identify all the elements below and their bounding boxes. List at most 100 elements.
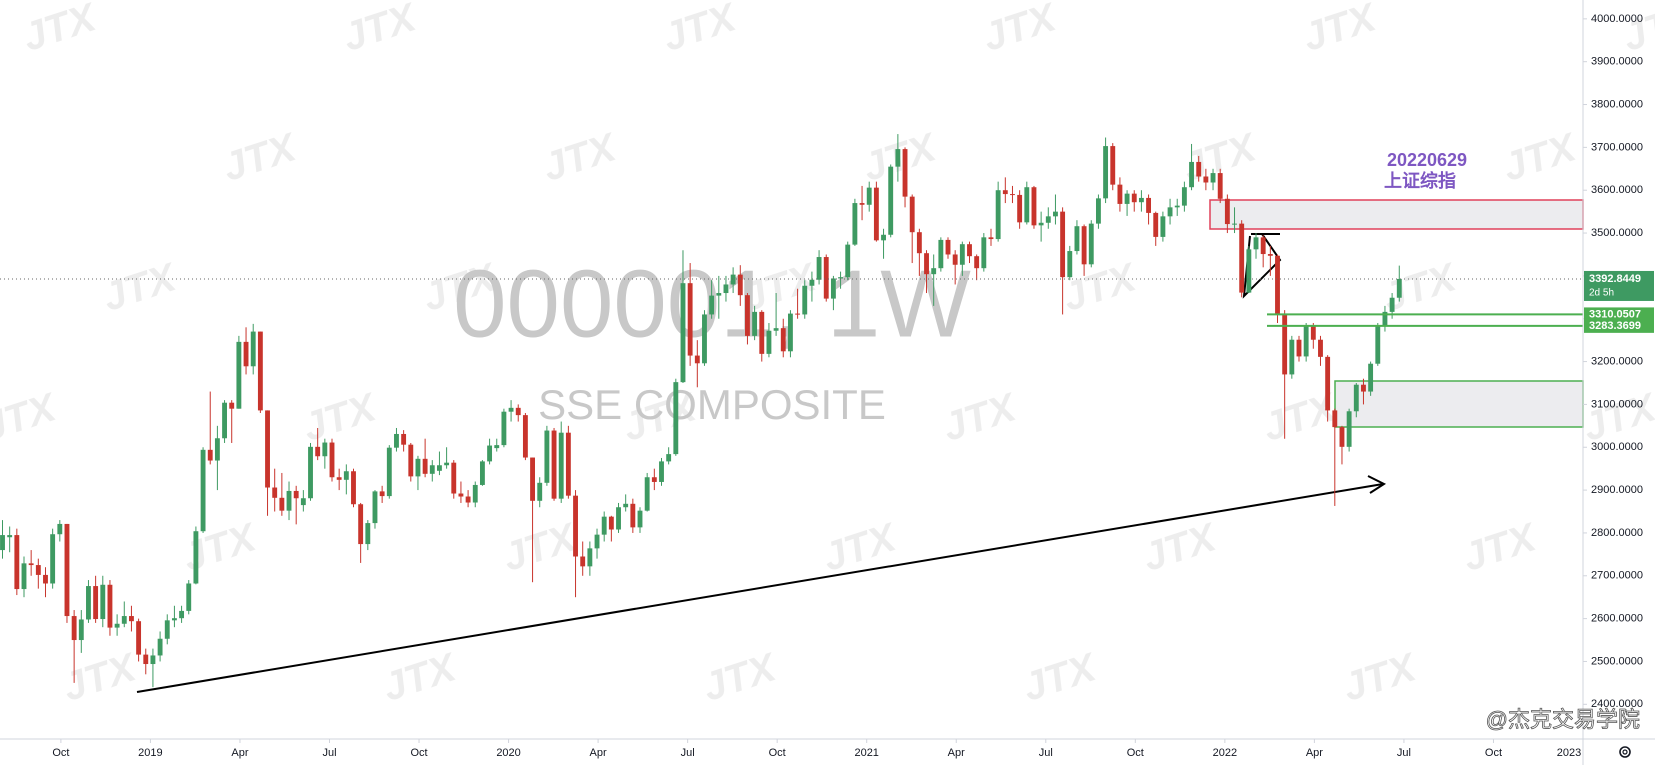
candle-body [1131,193,1137,203]
x-tick-label: Jul [681,747,695,759]
candle-body [386,447,392,497]
x-tick-label: 2021 [854,747,878,759]
candle-body [243,341,249,367]
candle-body [702,314,707,364]
axes: 2400.0000 2500.0000 2600.0000 2700.0000 2800… [52,13,1654,759]
candle-body [673,382,679,455]
y-tick-label: 3800.0000 [1591,98,1643,110]
y-tick-label: 3200.0000 [1591,355,1643,367]
candle-body [129,616,134,622]
candle-body [745,295,750,336]
candle-body [895,149,901,167]
annotation: 上证综指 [1384,170,1456,191]
settings-icon[interactable] [1619,746,1631,758]
candle-body [716,293,722,296]
candle-body [1189,161,1194,188]
candle-body [1275,255,1280,315]
candle-body [1289,339,1295,375]
candle-body [1346,411,1352,447]
candle-body [28,563,34,566]
x-tick-label: Oct [410,747,427,759]
candle-body [279,497,285,511]
candle-body [1038,222,1044,226]
x-tick-label: Oct [52,747,69,759]
candle-body [150,655,156,665]
candle-body [1095,198,1101,224]
x-tick-label: Jul [1039,747,1053,759]
candle-body [859,203,865,205]
x-tick-label: 2023 [1557,747,1581,759]
candle-body [1361,384,1366,392]
candle-body [1181,187,1187,206]
candle-body [136,621,142,655]
x-tick-label: Jul [322,747,336,759]
resistance-zone [1209,199,1584,230]
candle-body [329,442,335,478]
x-tick-label: 2020 [496,747,520,759]
candle-body [1267,254,1273,256]
candle-body [1210,173,1216,183]
x-tick-label: Oct [769,747,786,759]
candle-body [1224,198,1230,225]
candle-body [1088,223,1094,265]
candle-body [938,239,944,269]
y-tick-label: 3900.0000 [1591,56,1643,68]
candle-body [659,461,664,482]
candle-body [1081,226,1087,265]
candle-body [902,149,908,197]
candle-body [458,493,464,497]
candle-body [86,586,91,620]
candle-body [630,503,636,528]
candle-body [780,328,786,352]
candle-body [1310,326,1316,340]
y-tick-label: 2400.0000 [1591,698,1643,710]
candle-body [272,487,278,498]
candle-body [945,239,951,255]
candle-body [222,402,227,439]
candle-body [1353,384,1359,412]
candle-body [1153,212,1159,237]
x-tick-label: 2022 [1213,747,1237,759]
candle-body [1060,211,1066,278]
candle-body [1138,197,1144,203]
candle-body [766,330,772,354]
candle-body [830,278,836,299]
candle-body [286,490,292,511]
candle-body [164,620,170,639]
candle-body [959,244,965,265]
trend-line [136,483,1384,693]
candle-body [988,237,994,240]
candle-body [1124,193,1130,204]
candle-body [537,482,543,501]
level-box [1584,318,1654,333]
candle-body [694,355,700,364]
candle-body [1232,223,1237,225]
candle-body [1045,216,1051,223]
candle-body [408,444,414,477]
candle-body [1382,311,1388,326]
candle-body [924,253,929,275]
y-tick-label: 3100.0000 [1591,398,1643,410]
candle-body [544,430,550,483]
candle-body [35,565,41,575]
x-tick-label: Apr [231,747,248,759]
level-label: 3310.0507 [1589,308,1641,320]
candle-body [336,477,342,480]
x-tick-label: Apr [948,747,965,759]
x-tick-label: Jul [1397,747,1411,759]
last-price-box [1584,270,1654,301]
candle-body [401,433,407,445]
candle-body [293,490,299,499]
candle-body [300,498,306,506]
candle-body [229,402,235,409]
candle-body [358,504,364,545]
candles [0,134,1583,688]
candle-body [250,331,256,367]
candle-body [787,313,793,352]
x-tick-label: Oct [1485,747,1502,759]
candle-body [873,187,879,241]
candle-body [1282,314,1288,375]
candle-body [838,277,844,279]
candle-body [916,232,922,254]
